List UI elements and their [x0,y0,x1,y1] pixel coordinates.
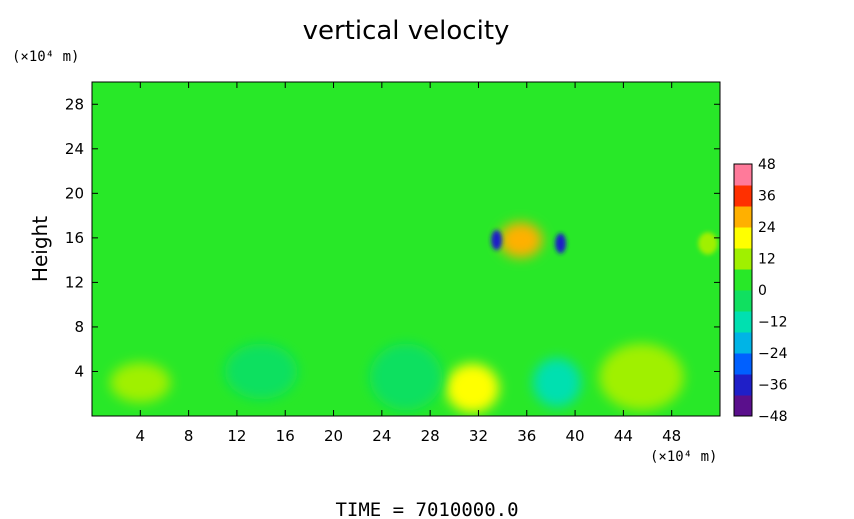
colorbar-swatch [734,227,752,249]
colorbar-tick-label: −24 [758,346,788,362]
x-tick-label: 32 [469,427,488,445]
colorbar-swatch [734,206,752,228]
x-axis: 4 8 12 16 20 24 28 32 36 40 44 48 [136,82,681,445]
colorbar-tick-label: 12 [758,252,776,268]
x-axis-unit: (×10⁴ m) [650,449,717,465]
colorbar-tick-label: 24 [758,220,776,236]
heatmap-feature-4 [369,343,443,411]
heatmap-feature-5 [224,343,298,400]
colorbar-swatch [734,248,752,270]
chart-title: vertical velocity [303,16,510,46]
x-tick-label: 40 [566,427,585,445]
x-tick-label: 8 [184,427,194,445]
y-tick-label: 28 [65,95,84,113]
colorbar-swatch [734,290,752,312]
colorbar-swatch [734,269,752,291]
x-tick-label: 24 [372,427,391,445]
colorbar-tick-label: −48 [758,409,788,425]
colorbar-swatch [734,374,752,396]
y-axis-unit: (×10⁴ m) [12,49,79,65]
x-tick-label: 28 [421,427,440,445]
plot-frame [91,81,721,417]
heatmap-feature-2 [110,362,171,403]
x-tick-label: 16 [276,427,295,445]
heatmap-feature-0 [445,363,499,413]
x-tick-label: 44 [614,427,633,445]
x-tick-label: 12 [227,427,246,445]
colorbar-swatch [734,185,752,207]
colorbar-swatch [734,164,752,186]
y-axis-label: Height [28,216,52,282]
heatmap-feature-1 [599,343,684,411]
y-tick-label: 4 [74,362,84,380]
heatmap-feature-7 [491,230,503,251]
colorbar-tick-label: 0 [758,283,767,299]
colorbar-tick-label: −36 [758,378,788,394]
colorbar-tick-label: −12 [758,315,788,331]
colorbar-swatch [734,332,752,354]
colorbar-frame [733,163,753,417]
x-tick-label: 36 [517,427,536,445]
time-label: TIME = 7010000.0 [335,499,518,519]
colorbar-tick-label: 48 [758,157,776,173]
colorbar-tick-label: 36 [758,189,776,205]
y-tick-label: 24 [65,140,84,158]
y-axis: 4 8 12 16 20 24 28 [65,95,720,380]
heatmap-feature-6 [498,222,543,258]
colorbar-swatch [734,353,752,375]
colorbar-swatch [734,311,752,333]
x-tick-label: 20 [324,427,343,445]
y-tick-label: 20 [65,184,84,202]
y-tick-label: 8 [74,318,84,336]
colorbar: 48 36 24 12 0 −12 −24 −36 −48 [733,157,788,425]
x-tick-label: 4 [136,427,146,445]
colorbar-swatch [734,395,752,417]
heatmap-feature-9 [698,232,718,255]
heatmap-plot [91,81,721,417]
y-tick-label: 16 [65,229,84,247]
heatmap-feature-3 [532,358,582,408]
y-tick-label: 12 [65,273,84,291]
heatmap-feature-8 [555,233,567,254]
x-tick-label: 48 [662,427,681,445]
